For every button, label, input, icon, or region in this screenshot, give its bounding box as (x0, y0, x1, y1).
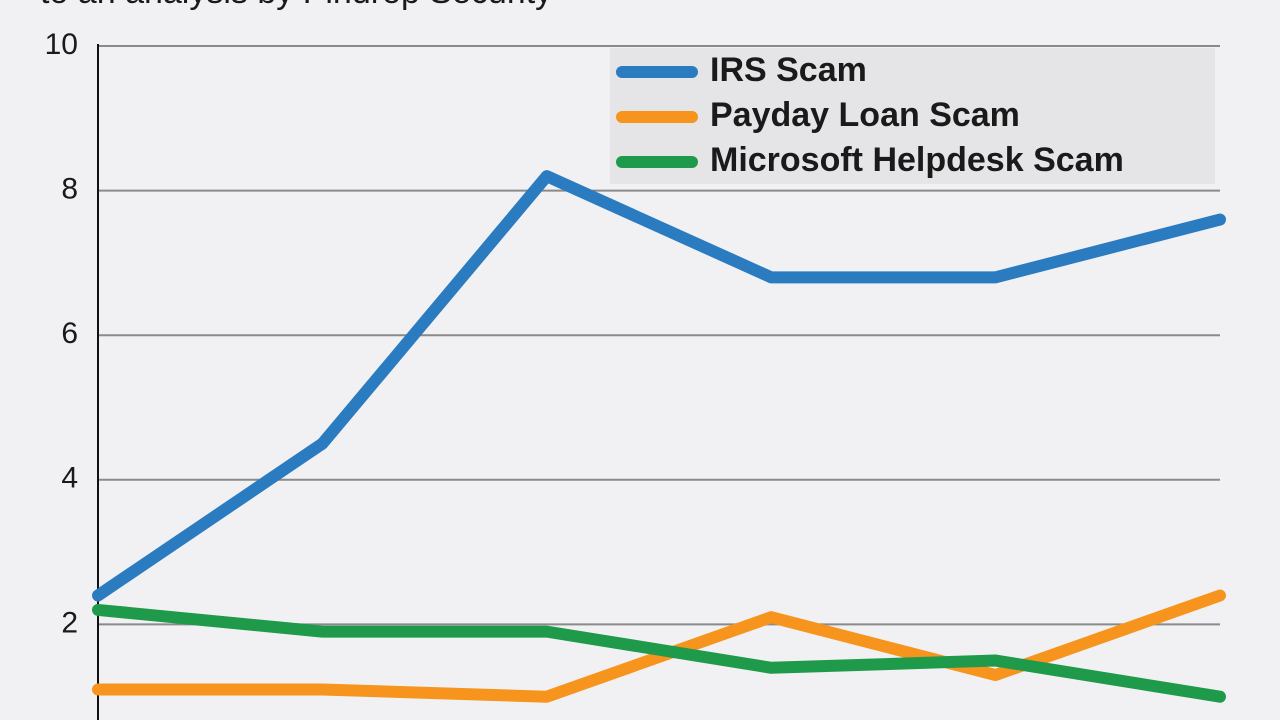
y-tick-label: 10 (45, 28, 78, 61)
y-tick-label: 4 (61, 462, 78, 495)
y-tick-label: 8 (61, 173, 78, 206)
legend-label: IRS Scam (710, 51, 867, 89)
data-line (92, 170, 1226, 602)
y-tick-label: 6 (61, 317, 78, 350)
legend-label: Payday Loan Scam (710, 96, 1020, 134)
data-line (92, 603, 1226, 703)
legend-box (610, 48, 1215, 184)
legend: IRS Scam Payday Loan Scam Microsoft Helpde… (610, 48, 1215, 184)
y-tick-label: 2 (61, 606, 78, 639)
chart-subtitle: to an analysis by Pindrop Security (40, 0, 552, 11)
legend-label: Microsoft Helpdesk Scam (710, 141, 1124, 179)
